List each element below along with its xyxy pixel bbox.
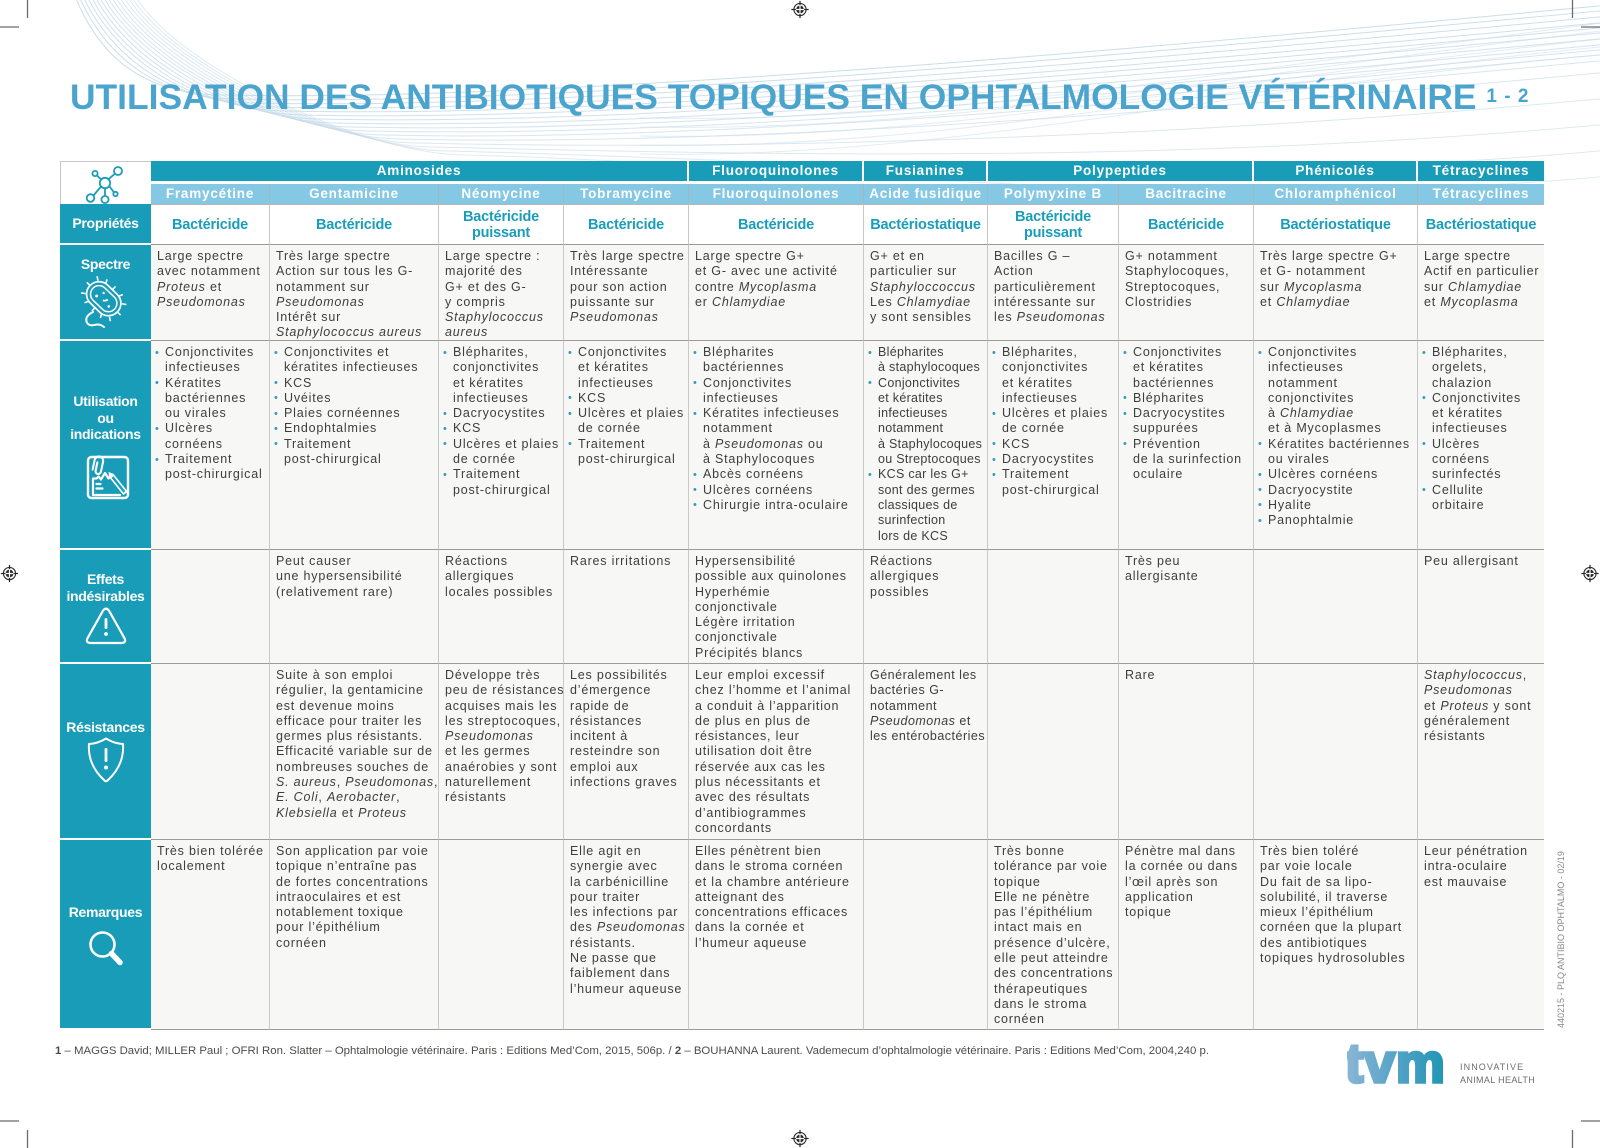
- svg-text:tvm: tvm: [1347, 1034, 1446, 1094]
- svg-text:ANIMAL HEALTH: ANIMAL HEALTH: [1460, 1075, 1535, 1085]
- svg-text:INNOVATIVE: INNOVATIVE: [1460, 1062, 1524, 1072]
